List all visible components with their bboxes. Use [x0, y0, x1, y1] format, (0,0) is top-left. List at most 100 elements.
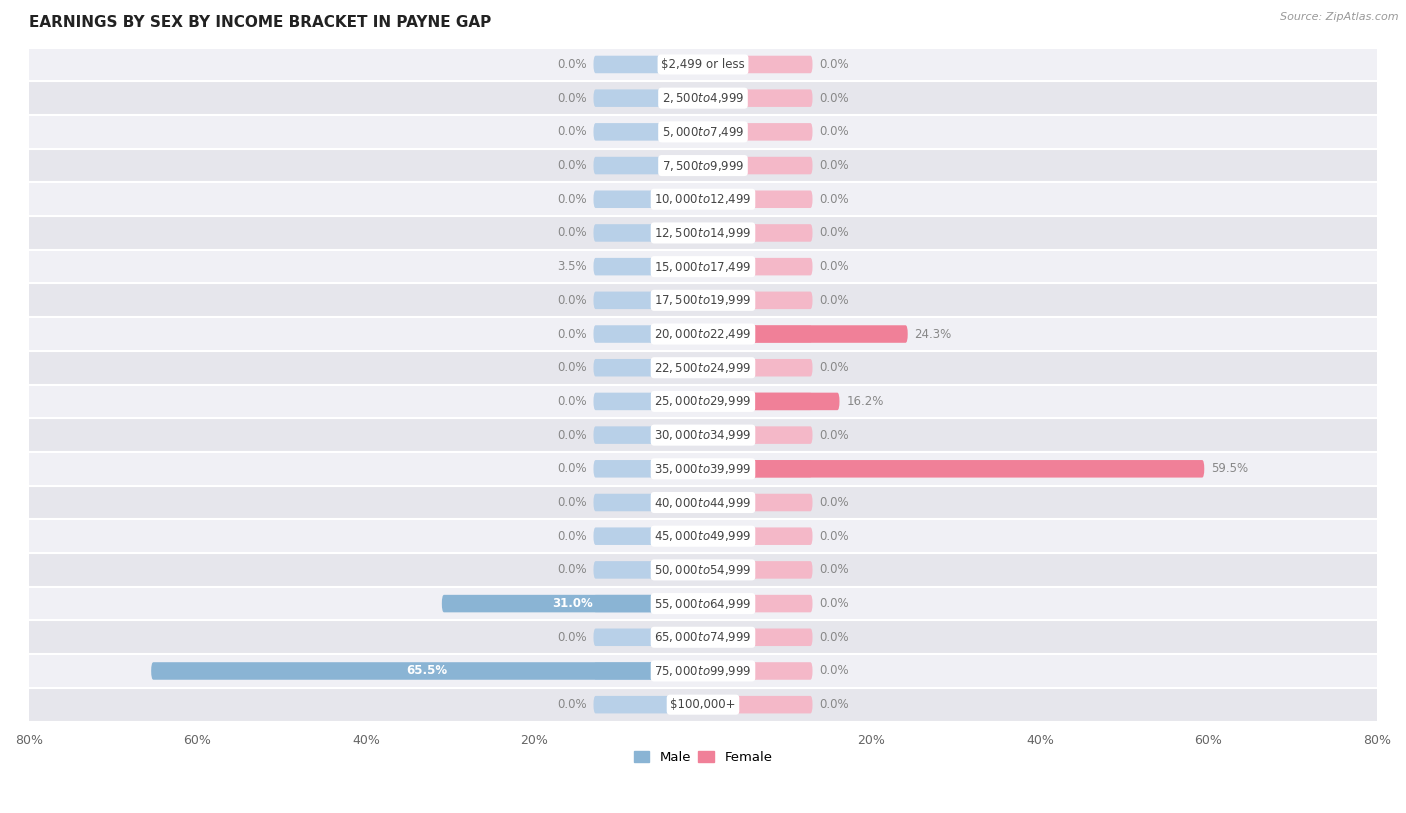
Text: $45,000 to $49,999: $45,000 to $49,999: [654, 529, 752, 543]
Text: $35,000 to $39,999: $35,000 to $39,999: [654, 462, 752, 476]
Text: 0.0%: 0.0%: [820, 227, 849, 240]
FancyBboxPatch shape: [593, 696, 703, 714]
FancyBboxPatch shape: [593, 258, 703, 276]
Text: $2,500 to $4,999: $2,500 to $4,999: [662, 91, 744, 105]
FancyBboxPatch shape: [703, 157, 813, 174]
FancyBboxPatch shape: [152, 663, 703, 680]
Text: 0.0%: 0.0%: [557, 193, 586, 206]
FancyBboxPatch shape: [703, 528, 813, 545]
Bar: [30, 654, 1376, 688]
Text: 3.5%: 3.5%: [557, 260, 586, 273]
Text: 0.0%: 0.0%: [557, 328, 586, 341]
Text: 0.0%: 0.0%: [557, 361, 586, 374]
FancyBboxPatch shape: [703, 292, 813, 309]
Text: $55,000 to $64,999: $55,000 to $64,999: [654, 597, 752, 611]
Text: 0.0%: 0.0%: [820, 664, 849, 677]
FancyBboxPatch shape: [593, 325, 703, 343]
Text: 65.5%: 65.5%: [406, 664, 447, 677]
Text: 0.0%: 0.0%: [557, 698, 586, 711]
FancyBboxPatch shape: [703, 325, 908, 343]
Text: 0.0%: 0.0%: [820, 530, 849, 543]
FancyBboxPatch shape: [593, 595, 703, 612]
Text: $40,000 to $44,999: $40,000 to $44,999: [654, 495, 752, 510]
Text: $25,000 to $29,999: $25,000 to $29,999: [654, 394, 752, 408]
Bar: [30, 284, 1376, 317]
FancyBboxPatch shape: [593, 528, 703, 545]
Text: $2,499 or less: $2,499 or less: [661, 58, 745, 71]
FancyBboxPatch shape: [703, 663, 813, 680]
Bar: [30, 216, 1376, 250]
Text: EARNINGS BY SEX BY INCOME BRACKET IN PAYNE GAP: EARNINGS BY SEX BY INCOME BRACKET IN PAY…: [30, 15, 491, 30]
Text: 0.0%: 0.0%: [820, 428, 849, 441]
Bar: [30, 250, 1376, 284]
Text: 0.0%: 0.0%: [820, 125, 849, 138]
FancyBboxPatch shape: [593, 359, 703, 376]
FancyBboxPatch shape: [703, 426, 813, 444]
FancyBboxPatch shape: [703, 628, 813, 646]
Bar: [30, 620, 1376, 654]
Text: $50,000 to $54,999: $50,000 to $54,999: [654, 563, 752, 577]
Bar: [30, 520, 1376, 553]
Text: 0.0%: 0.0%: [557, 395, 586, 408]
Text: $65,000 to $74,999: $65,000 to $74,999: [654, 630, 752, 644]
FancyBboxPatch shape: [703, 258, 813, 276]
FancyBboxPatch shape: [703, 359, 813, 376]
FancyBboxPatch shape: [593, 123, 703, 141]
Text: 0.0%: 0.0%: [557, 463, 586, 476]
Bar: [30, 485, 1376, 520]
FancyBboxPatch shape: [593, 393, 703, 411]
Text: 0.0%: 0.0%: [820, 631, 849, 644]
FancyBboxPatch shape: [593, 561, 703, 579]
Bar: [30, 149, 1376, 182]
FancyBboxPatch shape: [593, 493, 703, 511]
FancyBboxPatch shape: [593, 157, 703, 174]
Text: 0.0%: 0.0%: [820, 58, 849, 71]
Text: 0.0%: 0.0%: [820, 597, 849, 610]
Bar: [30, 587, 1376, 620]
Text: $5,000 to $7,499: $5,000 to $7,499: [662, 125, 744, 139]
Text: $15,000 to $17,499: $15,000 to $17,499: [654, 259, 752, 274]
FancyBboxPatch shape: [593, 663, 703, 680]
FancyBboxPatch shape: [593, 628, 703, 646]
Text: 24.3%: 24.3%: [914, 328, 952, 341]
Text: 0.0%: 0.0%: [557, 159, 586, 172]
Text: 0.0%: 0.0%: [557, 293, 586, 307]
FancyBboxPatch shape: [593, 460, 703, 477]
FancyBboxPatch shape: [593, 292, 703, 309]
Text: 0.0%: 0.0%: [820, 193, 849, 206]
FancyBboxPatch shape: [703, 325, 813, 343]
Bar: [30, 182, 1376, 216]
Text: 0.0%: 0.0%: [557, 563, 586, 576]
Bar: [30, 317, 1376, 351]
Bar: [30, 418, 1376, 452]
FancyBboxPatch shape: [703, 493, 813, 511]
Text: 0.0%: 0.0%: [557, 58, 586, 71]
Text: $12,500 to $14,999: $12,500 to $14,999: [654, 226, 752, 240]
FancyBboxPatch shape: [703, 595, 813, 612]
FancyBboxPatch shape: [593, 426, 703, 444]
Text: Source: ZipAtlas.com: Source: ZipAtlas.com: [1281, 12, 1399, 22]
Text: $17,500 to $19,999: $17,500 to $19,999: [654, 293, 752, 307]
Bar: [30, 81, 1376, 115]
Bar: [30, 115, 1376, 149]
Text: $100,000+: $100,000+: [671, 698, 735, 711]
Text: $75,000 to $99,999: $75,000 to $99,999: [654, 664, 752, 678]
FancyBboxPatch shape: [703, 460, 1205, 477]
FancyBboxPatch shape: [703, 190, 813, 208]
Bar: [30, 385, 1376, 418]
Text: 0.0%: 0.0%: [557, 92, 586, 105]
Legend: Male, Female: Male, Female: [628, 746, 778, 770]
FancyBboxPatch shape: [441, 595, 703, 612]
FancyBboxPatch shape: [673, 258, 703, 276]
FancyBboxPatch shape: [593, 56, 703, 73]
Text: 16.2%: 16.2%: [846, 395, 883, 408]
FancyBboxPatch shape: [593, 190, 703, 208]
Text: 0.0%: 0.0%: [557, 428, 586, 441]
FancyBboxPatch shape: [703, 696, 813, 714]
Text: 0.0%: 0.0%: [557, 496, 586, 509]
Text: 0.0%: 0.0%: [820, 260, 849, 273]
Text: 31.0%: 31.0%: [553, 597, 593, 610]
FancyBboxPatch shape: [593, 89, 703, 107]
Text: $30,000 to $34,999: $30,000 to $34,999: [654, 428, 752, 442]
Text: 0.0%: 0.0%: [820, 92, 849, 105]
